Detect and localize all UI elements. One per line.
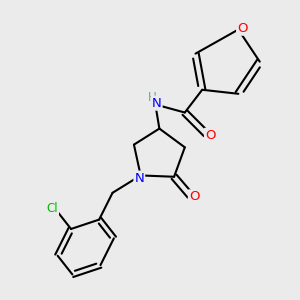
Text: N: N: [152, 97, 162, 110]
Text: O: O: [237, 22, 247, 35]
Text: O: O: [189, 190, 200, 203]
Text: H: H: [148, 91, 157, 104]
Text: O: O: [205, 129, 215, 142]
Text: N: N: [134, 172, 144, 184]
Text: Cl: Cl: [46, 202, 58, 215]
